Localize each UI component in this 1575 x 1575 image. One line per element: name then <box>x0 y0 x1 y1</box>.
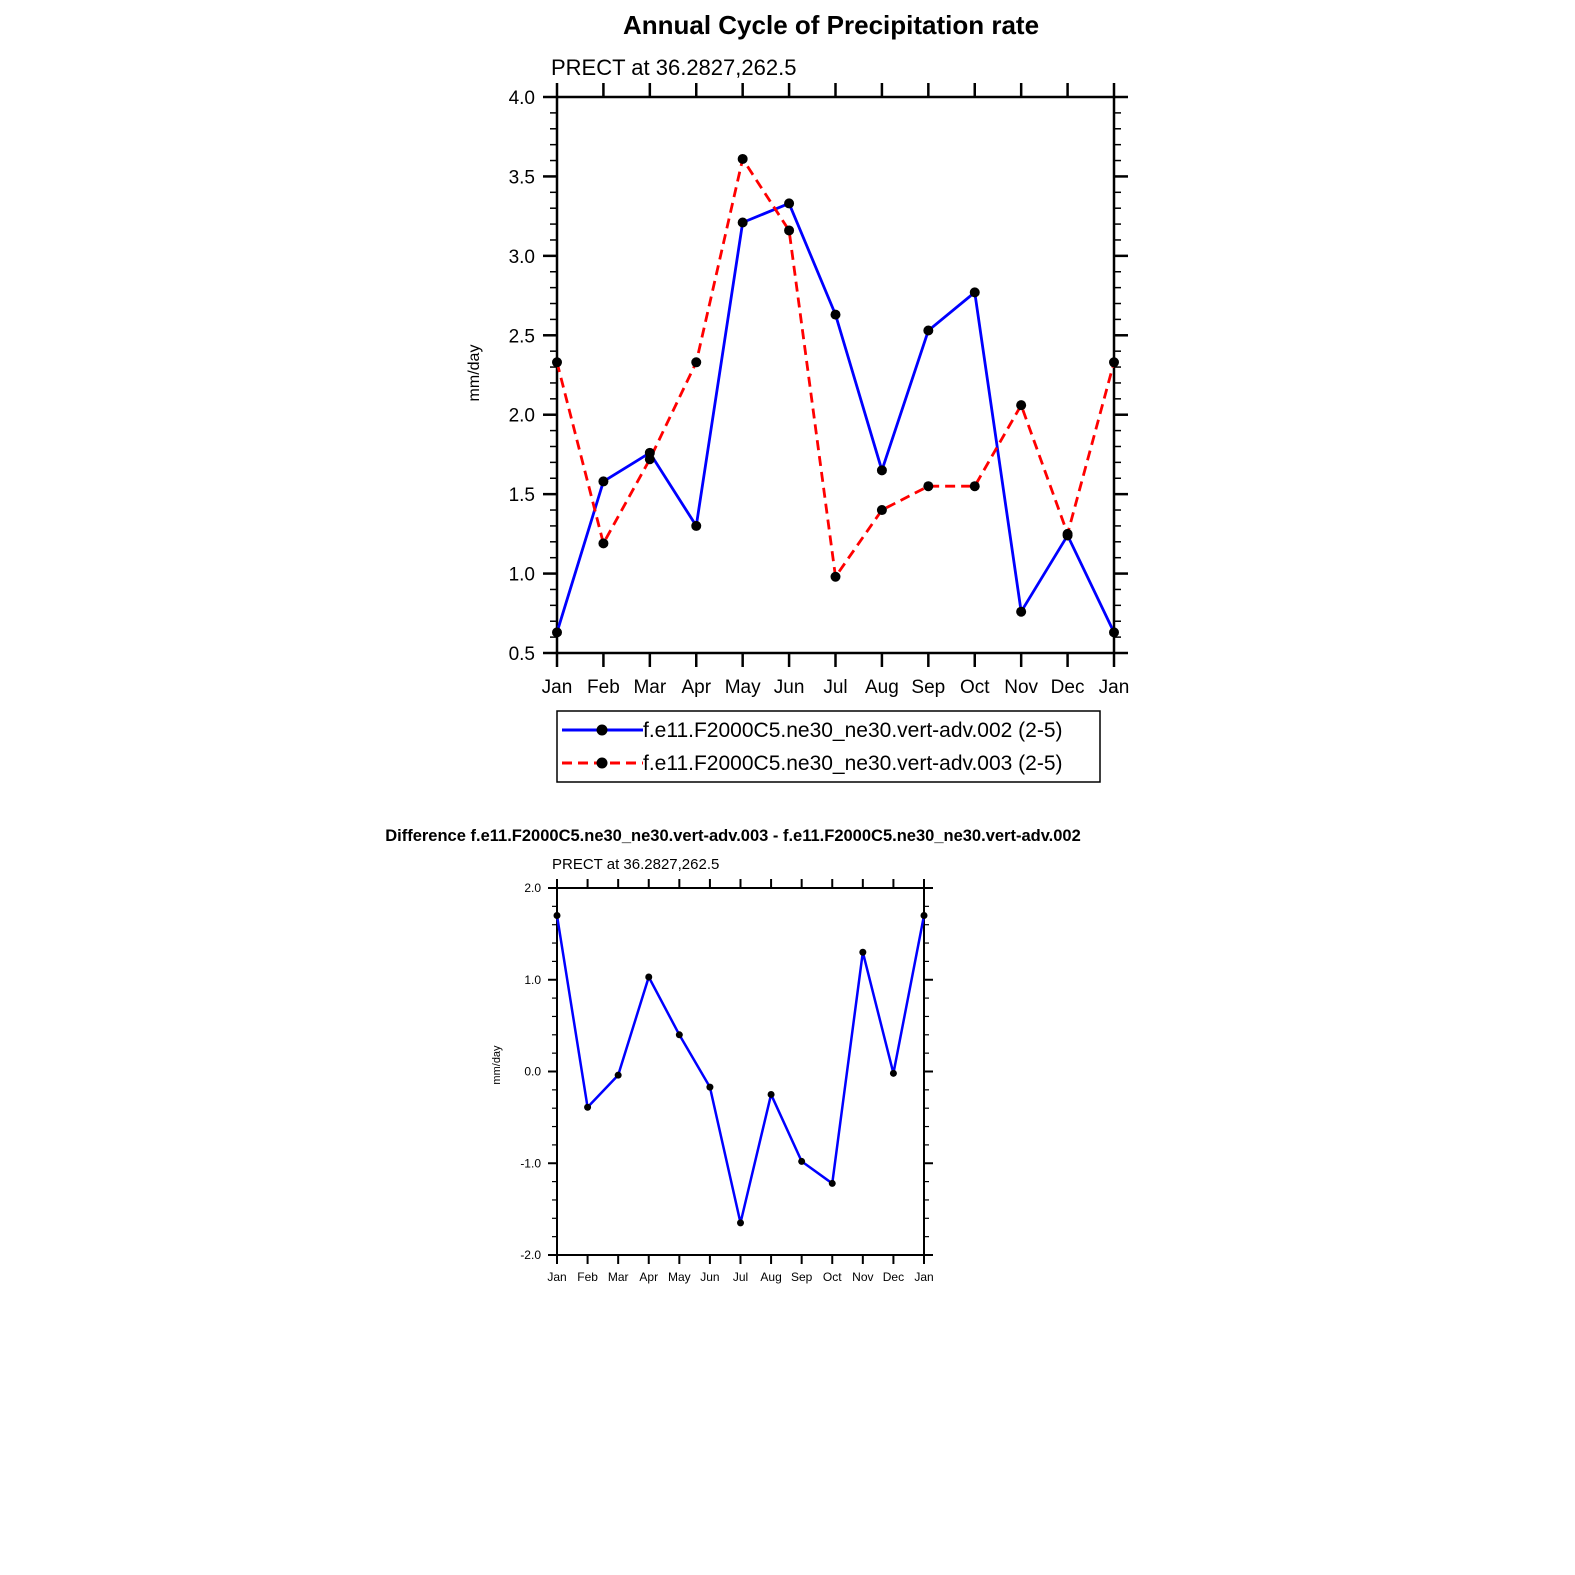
diff-chart-axes: -2.0 -1.0 0.0 1.0 2.0 Jan Feb Mar Apr May Jun Jul Au… <box>520 879 934 1284</box>
top-series-2-point <box>552 357 562 368</box>
top-xtick-label: Aug <box>865 677 899 698</box>
top-series-1-point <box>552 627 562 638</box>
diff-xtick-label: May <box>668 1270 691 1284</box>
diff-plot-frame <box>556 887 925 1256</box>
top-ytick-label: 3.5 <box>509 167 535 188</box>
diff-xtick-label: Sep <box>791 1270 813 1284</box>
diff-series-1-point <box>859 948 867 956</box>
diff-xtick-label: Jan <box>547 1270 566 1284</box>
diff-xtick-label: Dec <box>883 1270 904 1284</box>
diff-xtick-label: Feb <box>577 1270 598 1284</box>
top-ytick-label: 2.5 <box>509 326 535 347</box>
diff-xtick-label: Oct <box>823 1270 842 1284</box>
diff-series-1-point <box>767 1090 775 1098</box>
top-xtick-label: Dec <box>1051 677 1085 698</box>
legend-label-series-1: f.e11.F2000C5.ne30_ne30.vert-adv.002 (2-… <box>643 719 1063 742</box>
top-series-1-point <box>876 465 887 476</box>
diff-series-1-point <box>675 1031 683 1039</box>
diff-chart-subtitle: PRECT at 36.2827,262.5 <box>552 856 719 873</box>
top-series-1-point <box>598 476 609 487</box>
diff-series-1-point <box>553 912 561 920</box>
diff-ytick-label: -1.0 <box>520 1156 541 1170</box>
top-xtick-label: Jan <box>1099 677 1130 698</box>
top-series-1-point <box>737 217 748 228</box>
diff-chart-series <box>553 912 928 1227</box>
legend: f.e11.F2000C5.ne30_ne30.vert-adv.002 (2-… <box>556 710 1101 783</box>
top-xtick-label: Jul <box>823 677 847 698</box>
top-chart-series <box>552 153 1119 638</box>
top-xtick-label: Oct <box>960 677 990 698</box>
legend-marker-series-1 <box>596 724 608 736</box>
top-xtick-label: Feb <box>587 677 620 698</box>
diff-series-1-point <box>584 1103 592 1111</box>
diff-xtick-label: Mar <box>608 1270 629 1284</box>
diff-xtick-label: Jul <box>733 1270 748 1284</box>
diff-ytick-label: 1.0 <box>524 973 541 987</box>
diff-series-1-line <box>555 915 926 1225</box>
diff-series-1-point <box>614 1071 622 1079</box>
top-series-2-point <box>923 481 934 492</box>
y-axis-label: mm/day <box>466 345 483 402</box>
top-series-2-point <box>830 571 841 582</box>
top-chart-axes: 0.5 1.0 1.5 2.0 2.5 3.0 3.5 4.0 Jan Feb Mar Apr May J… <box>509 83 1130 698</box>
top-series-2-line <box>555 157 1116 579</box>
top-xtick-label: Nov <box>1004 677 1038 698</box>
top-series-2-point <box>737 153 748 164</box>
top-ytick-label: 1.5 <box>509 485 535 506</box>
diff-series-1-point <box>889 1069 897 1077</box>
top-series-2-point <box>644 454 655 465</box>
top-series-2-point <box>1109 357 1119 368</box>
diff-series-1-point <box>828 1179 836 1187</box>
top-ytick-label: 3.0 <box>509 247 535 268</box>
diff-series-1-point <box>737 1219 744 1227</box>
top-series-2-point <box>784 225 795 236</box>
top-series-1-point <box>969 287 980 298</box>
diff-xtick-label: Jan <box>914 1270 933 1284</box>
diff-y-axis-label: mm/day <box>491 1045 503 1085</box>
top-series-1-point <box>830 309 841 320</box>
top-ytick-label: 4.0 <box>509 88 535 109</box>
top-series-2-point <box>969 481 980 492</box>
top-xtick-label: Jan <box>542 677 573 698</box>
top-xtick-label: Jun <box>774 677 805 698</box>
top-ytick-label: 1.0 <box>509 565 535 586</box>
diff-ytick-label: -2.0 <box>520 1248 541 1262</box>
diff-xtick-label: Nov <box>852 1270 873 1284</box>
diff-ytick-label: 0.0 <box>524 1065 541 1079</box>
top-series-1-point <box>1109 627 1119 638</box>
top-ytick-label: 0.5 <box>509 644 535 665</box>
chart-title: Annual Cycle of Precipitation rate <box>623 10 1039 40</box>
diff-series-1-point <box>920 912 928 920</box>
diff-chart-title: Difference f.e11.F2000C5.ne30_ne30.vert-… <box>385 827 1081 845</box>
top-series-2-point <box>1016 400 1027 411</box>
diff-xtick-label: Apr <box>639 1270 658 1284</box>
top-series-2-point <box>876 505 887 516</box>
top-ytick-label: 2.0 <box>509 406 535 427</box>
top-series-1-point <box>1016 606 1027 617</box>
top-series-1-point <box>923 325 934 336</box>
chart-subtitle: PRECT at 36.2827,262.5 <box>551 55 796 80</box>
legend-label-series-2: f.e11.F2000C5.ne30_ne30.vert-adv.003 (2-… <box>643 752 1063 775</box>
diff-series-1-point <box>706 1083 714 1091</box>
top-xtick-label: Sep <box>911 677 945 698</box>
diff-xtick-label: Aug <box>760 1270 781 1284</box>
top-series-2-point <box>691 357 702 368</box>
diff-ytick-label: 2.0 <box>524 881 541 895</box>
legend-marker-series-2 <box>596 757 608 769</box>
diff-xtick-label: Jun <box>700 1270 719 1284</box>
top-series-2-point <box>1062 528 1073 539</box>
diff-series-1-point <box>798 1157 806 1165</box>
diff-series-1-point <box>645 973 653 981</box>
top-series-1-point <box>784 198 795 209</box>
top-series-1-point <box>691 520 702 531</box>
top-xtick-label: Apr <box>681 677 711 698</box>
top-xtick-label: Mar <box>633 677 666 698</box>
legend-box <box>556 710 1101 783</box>
top-xtick-label: May <box>725 677 761 698</box>
top-series-2-point <box>598 538 609 549</box>
